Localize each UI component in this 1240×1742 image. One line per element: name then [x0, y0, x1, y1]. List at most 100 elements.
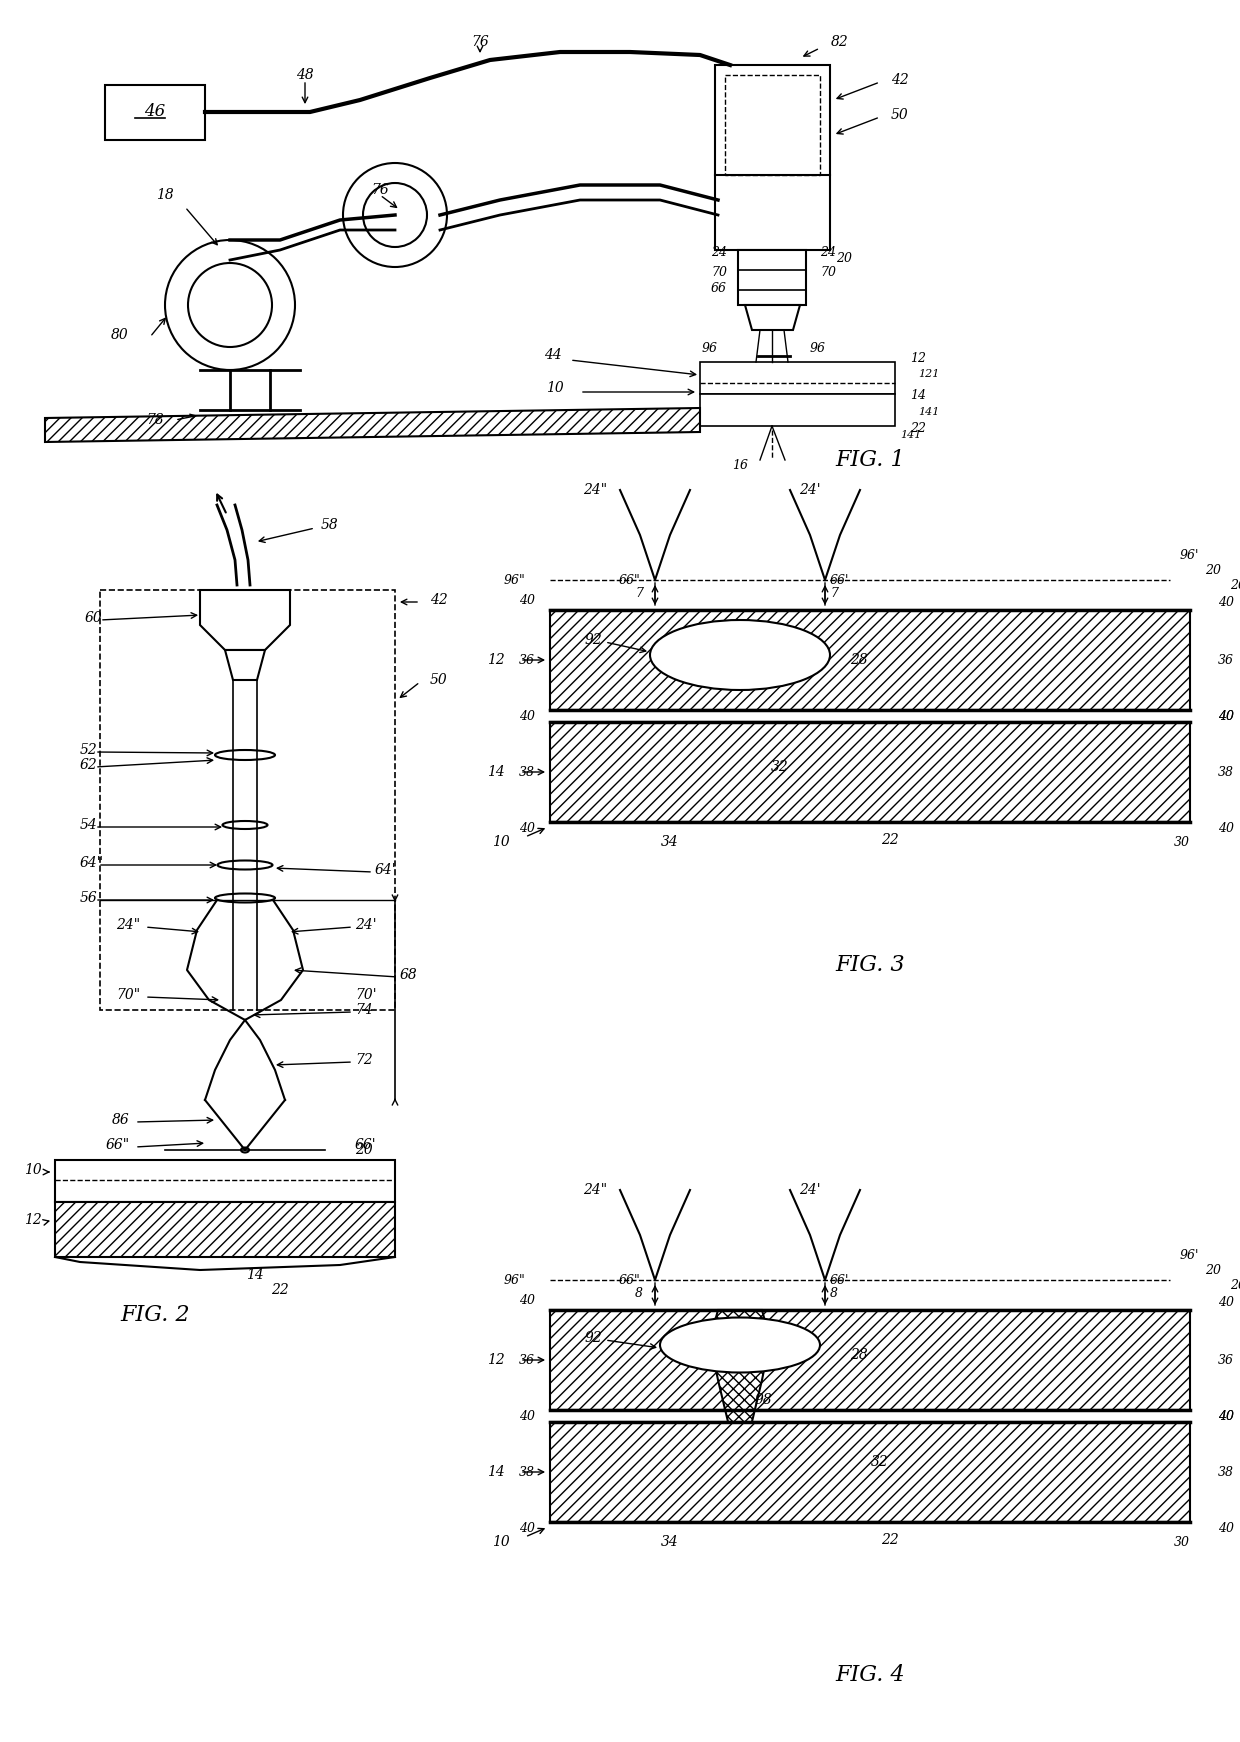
Text: 70': 70': [355, 988, 377, 1002]
Text: 42: 42: [430, 592, 448, 606]
Ellipse shape: [222, 820, 268, 829]
Bar: [738, 251, 806, 305]
Text: 22: 22: [882, 833, 899, 847]
Text: 66': 66': [355, 1138, 377, 1151]
Text: 14: 14: [246, 1268, 264, 1282]
Text: 28: 28: [849, 1348, 868, 1362]
Ellipse shape: [215, 751, 275, 760]
Text: 72: 72: [355, 1052, 373, 1068]
Circle shape: [165, 240, 295, 369]
Text: 40: 40: [520, 1294, 534, 1306]
Polygon shape: [745, 305, 800, 329]
Ellipse shape: [215, 894, 275, 902]
Text: 26: 26: [1230, 1279, 1240, 1291]
Text: 32: 32: [872, 1455, 889, 1469]
Text: 30: 30: [1174, 836, 1190, 848]
Text: 68: 68: [401, 969, 418, 982]
Circle shape: [188, 263, 272, 347]
Text: 24': 24': [800, 483, 821, 496]
Text: 46: 46: [144, 103, 166, 120]
Text: 20: 20: [1205, 1263, 1221, 1277]
Text: 70: 70: [820, 265, 836, 279]
Text: 34: 34: [661, 834, 678, 848]
Text: 40: 40: [520, 1409, 534, 1423]
Text: 22: 22: [272, 1284, 289, 1298]
Text: 12: 12: [25, 1212, 42, 1226]
Text: 8: 8: [635, 1287, 644, 1300]
Bar: [551, 610, 1190, 711]
Text: 44: 44: [544, 348, 562, 362]
Text: 98: 98: [755, 1394, 773, 1408]
Text: 76: 76: [471, 35, 489, 49]
Text: 96: 96: [702, 341, 718, 355]
Text: 22: 22: [910, 422, 926, 434]
Polygon shape: [711, 1310, 770, 1500]
Text: 50: 50: [430, 672, 448, 686]
Text: 96": 96": [503, 1273, 525, 1287]
Text: 10: 10: [492, 834, 510, 848]
Bar: [55, 1202, 396, 1258]
Bar: [551, 1310, 1190, 1409]
Text: 24: 24: [820, 247, 836, 260]
Text: 66": 66": [105, 1138, 130, 1151]
Text: 74: 74: [355, 1003, 373, 1017]
Text: 8: 8: [830, 1287, 838, 1300]
Text: 141: 141: [918, 408, 940, 416]
Text: 62: 62: [81, 758, 98, 772]
Text: 24': 24': [355, 918, 377, 932]
Text: 121: 121: [918, 369, 940, 380]
Text: 66': 66': [830, 573, 849, 587]
Text: 40: 40: [520, 594, 534, 606]
Bar: [701, 394, 895, 427]
Text: 38: 38: [1218, 1465, 1234, 1479]
Text: 32: 32: [771, 760, 789, 773]
Text: 40: 40: [1218, 1521, 1234, 1535]
Bar: [725, 75, 820, 174]
Bar: [551, 721, 1190, 822]
Text: 96': 96': [1180, 549, 1199, 561]
Text: 96: 96: [810, 341, 826, 355]
Text: 78: 78: [146, 413, 164, 427]
Text: 40: 40: [520, 1521, 534, 1535]
Text: 92: 92: [585, 1331, 603, 1345]
Text: 86: 86: [113, 1113, 130, 1127]
Text: 40: 40: [520, 709, 534, 723]
Text: 96": 96": [503, 573, 525, 587]
Text: 40: 40: [1218, 1409, 1234, 1423]
Text: 40: 40: [1218, 822, 1234, 834]
Text: 66': 66': [830, 1273, 849, 1287]
Text: 24": 24": [583, 1183, 608, 1197]
Text: 40: 40: [1218, 709, 1234, 723]
Text: 7: 7: [830, 587, 838, 599]
Text: 24': 24': [800, 1183, 821, 1197]
Text: 70: 70: [711, 265, 727, 279]
Text: 7: 7: [635, 587, 644, 599]
Text: 14: 14: [487, 1465, 505, 1479]
Bar: [100, 591, 396, 1010]
Polygon shape: [224, 650, 265, 679]
Text: 24": 24": [115, 918, 140, 932]
Text: 24: 24: [711, 247, 727, 260]
Text: 14: 14: [910, 388, 926, 401]
Ellipse shape: [660, 1317, 820, 1373]
Text: 64': 64': [374, 862, 397, 876]
Text: 18: 18: [156, 188, 174, 202]
Text: 10: 10: [546, 381, 564, 395]
Text: 48: 48: [296, 68, 314, 82]
Text: 58: 58: [321, 517, 339, 531]
Text: 36: 36: [520, 653, 534, 667]
Text: 64": 64": [81, 855, 104, 869]
Text: 38: 38: [520, 1465, 534, 1479]
Text: 20: 20: [355, 1143, 373, 1157]
Text: 36: 36: [1218, 1354, 1234, 1366]
Text: 40: 40: [1218, 596, 1234, 608]
Circle shape: [363, 183, 427, 247]
Text: 92: 92: [585, 632, 603, 646]
Ellipse shape: [217, 861, 273, 869]
Text: 82: 82: [831, 35, 849, 49]
Text: 12: 12: [487, 653, 505, 667]
Text: 60: 60: [86, 611, 103, 625]
Text: 70": 70": [115, 988, 140, 1002]
Text: 36: 36: [1218, 653, 1234, 667]
Text: 66": 66": [619, 573, 640, 587]
